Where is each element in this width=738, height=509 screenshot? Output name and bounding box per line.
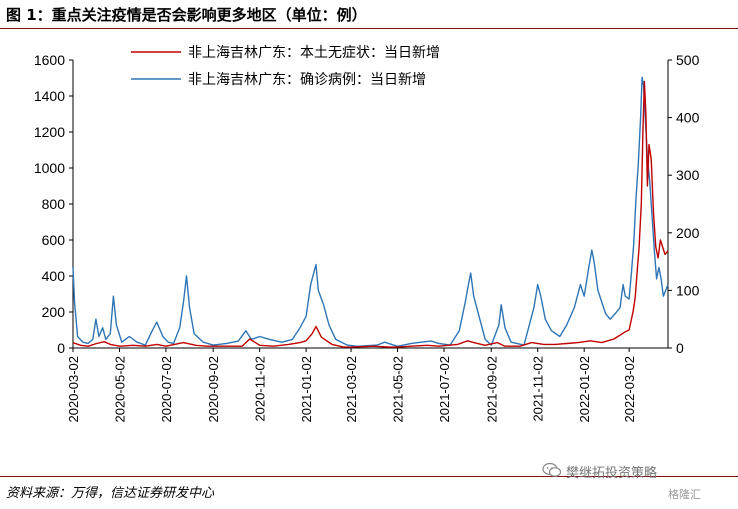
x-tick-label: 2022-01-02 [577, 356, 592, 423]
x-tick-label: 2020-03-02 [66, 356, 81, 423]
x-tick-label: 2021-01-02 [299, 356, 314, 423]
right-tick-label: 400 [676, 110, 700, 126]
watermark-sub: 格隆汇 [668, 488, 701, 501]
legend-label-asymptomatic: 非上海吉林广东：本土无症状：当日新增 [188, 45, 440, 61]
x-tick-label: 2021-09-02 [484, 356, 499, 423]
left-tick-label: 600 [42, 232, 66, 248]
x-tick-label: 2022-03-02 [622, 356, 637, 423]
right-tick-label: 0 [676, 340, 684, 356]
right-tick-label: 300 [676, 167, 700, 183]
right-tick-label: 200 [676, 225, 700, 241]
left-tick-label: 0 [57, 340, 65, 356]
right-tick-label: 500 [676, 52, 700, 68]
left-tick-label: 800 [42, 196, 66, 212]
title-divider [0, 28, 738, 29]
line-chart: 0 200 400 600 800 1000 1200 1400 1600 0 100 200 300 4… [34, 45, 700, 423]
x-tick-label: 2021-11-02 [531, 356, 546, 422]
legend-label-confirmed: 非上海吉林广东：确诊病例：当日新增 [188, 72, 426, 88]
left-tick-label: 1600 [34, 52, 65, 68]
source-note: 资料来源：万得，信达证券研发中心 [6, 486, 215, 501]
left-tick-label: 400 [42, 268, 66, 284]
x-tick-label: 2020-11-02 [253, 356, 268, 422]
watermark-text: 樊继拓投资策略 [566, 466, 658, 481]
right-tick-label: 100 [676, 282, 700, 298]
left-tick-label: 1200 [34, 124, 65, 140]
left-tick-label: 1000 [34, 160, 65, 176]
x-tick-label: 2020-09-02 [206, 356, 221, 423]
series-line-confirmed [72, 76, 669, 347]
left-tick-label: 1400 [34, 88, 65, 104]
series-line-asymptomatic [72, 80, 669, 348]
x-tick-label: 2021-05-02 [391, 356, 406, 423]
left-tick-label: 200 [42, 304, 66, 320]
x-tick-label: 2021-07-02 [437, 356, 452, 423]
x-tick-label: 2021-03-02 [344, 356, 359, 423]
x-tick-label: 2020-07-02 [159, 356, 174, 423]
figure-title: 图 1：重点关注疫情是否会影响更多地区（单位：例） [6, 6, 367, 24]
wechat-icon [542, 462, 562, 477]
source-divider [0, 476, 738, 477]
x-tick-label: 2020-05-02 [112, 356, 127, 423]
